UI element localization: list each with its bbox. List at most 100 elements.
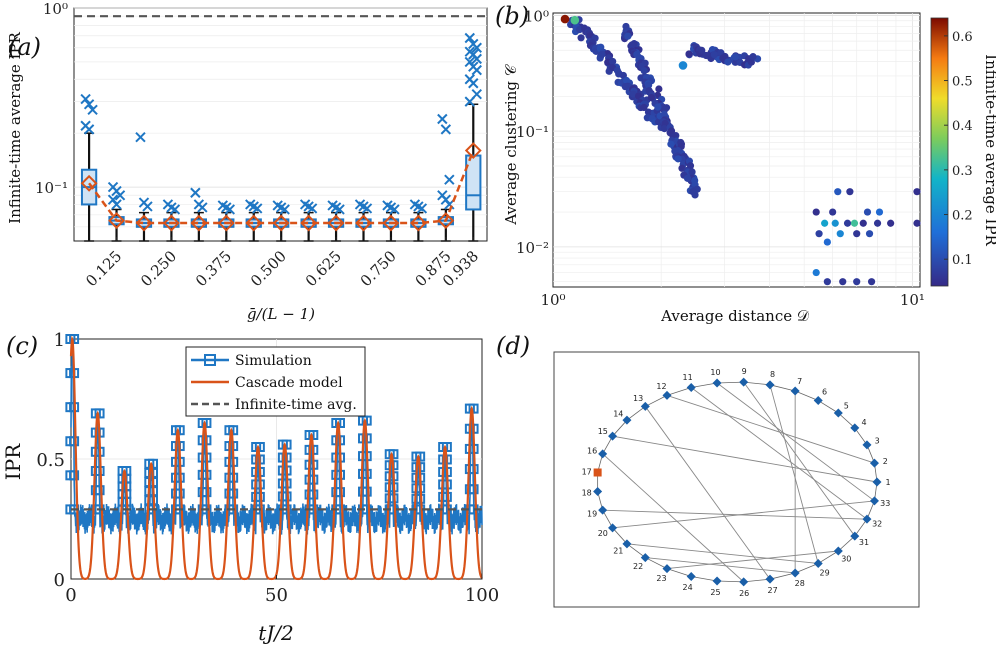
- network-edge: [690, 387, 868, 520]
- scatter-point: [846, 188, 854, 196]
- panel-a-marks: [74, 15, 487, 242]
- outlier-marker: [224, 204, 236, 215]
- network-edge: [769, 384, 819, 564]
- ring-edge: [817, 550, 839, 564]
- simulation-line: [70, 339, 483, 535]
- panel-b-ticks: 10⁰ 10¹ 10⁰ 10⁻¹ 10⁻²: [516, 7, 925, 309]
- scatter-point: [644, 108, 653, 116]
- panel-d: (d) 123456789101112131415161718192021222…: [496, 332, 920, 608]
- scatter-point: [815, 230, 823, 238]
- network-node-label: 6: [822, 388, 827, 397]
- network-node-label: 8: [770, 370, 775, 379]
- ytick-label: 10⁰: [524, 7, 549, 25]
- network-node: [593, 487, 603, 497]
- ring-edge: [838, 412, 856, 429]
- network-node-label: 30: [841, 555, 851, 564]
- panel-c-xlabel: tJ/2: [258, 621, 294, 645]
- xtick-label: 10¹: [900, 291, 925, 309]
- network-node: [850, 423, 860, 433]
- network-nodes: 1234567891011121314151617181920212223242…: [582, 367, 891, 598]
- simulation-marker: [94, 485, 105, 496]
- ytick-label: 10⁻¹: [35, 179, 68, 197]
- scatter-point: [660, 125, 669, 133]
- scatter-point: [863, 208, 872, 216]
- panel-a-ylabel: Infinite-time average IPR: [6, 31, 24, 223]
- network-node: [622, 539, 632, 549]
- network-node-label: 7: [797, 377, 802, 386]
- ytick-label: 0.5: [36, 450, 65, 471]
- panel-d-frame: [553, 351, 920, 608]
- scatter-point: [812, 208, 820, 216]
- simulation-marker: [468, 403, 479, 414]
- network-node: [765, 380, 775, 390]
- network-node: [662, 390, 672, 400]
- cascade-line: [69, 335, 483, 581]
- network-edge: [645, 557, 796, 574]
- mean-diamond: [382, 214, 400, 232]
- scatter-point: [667, 140, 675, 148]
- scatter-point: [674, 155, 682, 163]
- simulation-marker: [361, 415, 372, 426]
- ytick-label: 0: [54, 570, 65, 591]
- outlier-marker: [197, 202, 208, 213]
- simulation-marker: [308, 489, 319, 500]
- simulation-marker: [228, 488, 239, 499]
- ring-edge: [769, 572, 796, 580]
- network-node-label: 2: [883, 457, 888, 466]
- scatter-point: [698, 46, 706, 55]
- outlier-marker: [334, 204, 345, 215]
- mean-diamond: [437, 212, 455, 230]
- scatter-point: [640, 67, 648, 75]
- scatter-point: [853, 230, 861, 238]
- scatter-point: [839, 278, 847, 286]
- network-node-label: 21: [613, 547, 623, 556]
- outlier-marker: [416, 203, 428, 214]
- network-node: [598, 449, 608, 459]
- network-node-label: 27: [768, 586, 778, 595]
- xtick-label: 0.500: [247, 247, 290, 290]
- scatter-point: [724, 58, 732, 66]
- outlier-marker: [471, 53, 482, 65]
- scatter-point: [853, 278, 861, 286]
- scatter-point: [689, 187, 697, 196]
- simulation-marker: [334, 487, 345, 498]
- network-node-label: 1: [885, 478, 890, 487]
- scatter-point: [865, 230, 874, 238]
- network-node-label: 4: [861, 418, 866, 427]
- network-node: [813, 396, 823, 406]
- ytick-label: 10⁰: [43, 0, 68, 18]
- scatter-point: [645, 81, 653, 89]
- ring-edge: [666, 387, 692, 396]
- network-node: [862, 440, 872, 450]
- mean-diamond: [190, 214, 208, 232]
- network-edge: [602, 509, 867, 520]
- xtick-label: 0.625: [302, 247, 345, 290]
- simulation-marker: [94, 408, 105, 419]
- network-node: [686, 382, 696, 392]
- simulation-marker: [361, 486, 372, 497]
- network-node-label: 13: [633, 394, 643, 403]
- panel-b-marks: [560, 14, 921, 286]
- mean-diamond: [355, 214, 372, 232]
- mean-diamond: [163, 214, 180, 232]
- mean-diamond: [409, 214, 427, 232]
- network-node-label: 12: [656, 382, 666, 391]
- mean-diamond: [272, 214, 290, 232]
- scatter-point: [683, 174, 692, 182]
- panel-b-label: (b): [495, 2, 529, 30]
- scatter-point: [667, 127, 676, 135]
- network-edge: [626, 543, 819, 564]
- mean-diamond: [108, 212, 125, 230]
- network-node: [622, 415, 632, 425]
- network-node-label: 5: [844, 401, 849, 410]
- colorbar-tick-label: 0.3: [952, 164, 973, 179]
- outlier-marker: [169, 204, 181, 215]
- network-node-label: 14: [613, 409, 623, 418]
- ring-edge: [612, 419, 628, 437]
- mean-diamond: [245, 214, 263, 232]
- scatter-point: [887, 219, 895, 227]
- network-node: [790, 386, 800, 396]
- network-node: [765, 574, 775, 584]
